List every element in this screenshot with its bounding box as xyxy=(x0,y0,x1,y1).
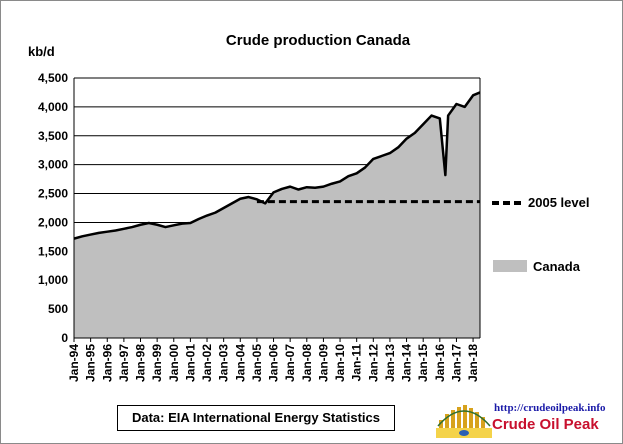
y-tick-labels: 0 500 1,000 1,500 2,000 2,500 3,000 3,500 4,000 4… xyxy=(38,71,68,345)
x-tick-label: Jan-08 xyxy=(300,344,314,382)
source-note: Data: EIA International Energy Statistic… xyxy=(117,405,395,431)
x-tick-label: Jan-13 xyxy=(383,344,397,382)
x-tick-label: Jan-17 xyxy=(449,344,463,382)
x-tick-label: Jan-07 xyxy=(283,344,297,382)
x-tick-label: Jan-05 xyxy=(250,344,264,382)
y-tick-label: 3,000 xyxy=(38,158,68,172)
x-tick-label: Jan-99 xyxy=(150,344,164,382)
x-tick-label: Jan-02 xyxy=(200,344,214,382)
x-tick-label: Jan-14 xyxy=(400,344,414,382)
y-tick-label: 0 xyxy=(61,331,68,345)
brand-url[interactable]: http://crudeoilpeak.info xyxy=(494,402,606,414)
x-tick-label: Jan-98 xyxy=(134,344,148,382)
legend-swatch-canada xyxy=(493,260,527,272)
axes xyxy=(73,78,481,339)
x-tick-label: Jan-16 xyxy=(433,344,447,382)
y-tick-label: 2,000 xyxy=(38,215,68,229)
y-tick-label: 1,000 xyxy=(38,273,68,287)
x-tick-label: Jan-10 xyxy=(333,344,347,382)
y-tick-label: 3,500 xyxy=(38,129,68,143)
y-tick-label: 2,500 xyxy=(38,187,68,201)
x-tick-label: Jan-97 xyxy=(117,344,131,382)
plot-area xyxy=(73,91,481,338)
x-tick-label: Jan-01 xyxy=(183,344,197,382)
brand-logo-block: http://crudeoilpeak.info Crude Oil Peak xyxy=(436,400,618,440)
legend: 2005 level Canada xyxy=(492,195,589,274)
x-tick-label: Jan-06 xyxy=(267,344,281,382)
x-tick-label: Jan-95 xyxy=(84,344,98,382)
x-tick-label: Jan-04 xyxy=(233,344,247,382)
x-tick-label: Jan-94 xyxy=(67,344,81,382)
y-tick-label: 4,000 xyxy=(38,100,68,114)
x-tick-label: Jan-03 xyxy=(217,344,231,382)
brand-name: Crude Oil Peak xyxy=(492,416,599,433)
legend-label-2005-level: 2005 level xyxy=(528,195,589,210)
series-area-canada xyxy=(74,92,480,338)
x-tick-label: Jan-00 xyxy=(167,344,181,382)
x-tick-label: Jan-12 xyxy=(366,344,380,382)
legend-label-canada: Canada xyxy=(533,259,581,274)
x-tick-label: Jan-09 xyxy=(316,344,330,382)
x-tick-labels: Jan-94 Jan-95 Jan-96 Jan-97 Jan-98 Jan-99 Jan-… xyxy=(67,338,480,382)
y-axis-unit: kb/d xyxy=(28,44,55,59)
oil-peak-logo-icon xyxy=(436,405,492,438)
y-tick-label: 1,500 xyxy=(38,244,68,258)
chart-title: Crude production Canada xyxy=(226,32,411,49)
x-tick-label: Jan-96 xyxy=(100,344,114,382)
x-tick-label: Jan-18 xyxy=(466,344,480,382)
y-tick-label: 4,500 xyxy=(38,71,68,85)
x-tick-label: Jan-15 xyxy=(416,344,430,382)
x-tick-label: Jan-11 xyxy=(350,344,364,382)
series-outline-canada xyxy=(73,91,481,240)
y-tick-label: 500 xyxy=(48,302,68,316)
